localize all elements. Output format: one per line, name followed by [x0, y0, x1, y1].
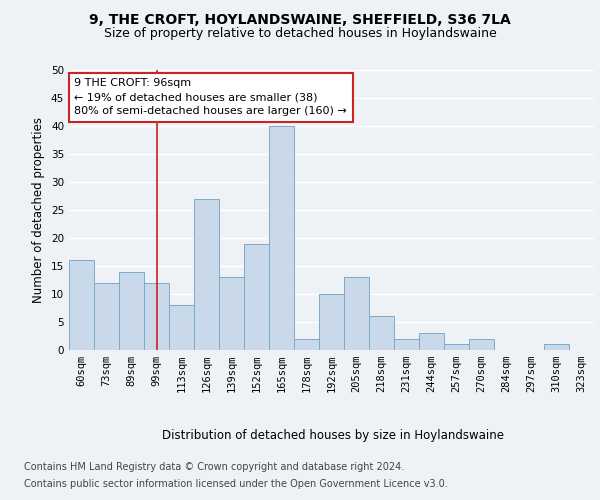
Bar [344, 277, 369, 350]
Bar [319, 294, 344, 350]
Bar [394, 339, 419, 350]
Bar [269, 126, 294, 350]
Bar [219, 277, 244, 350]
Bar [469, 339, 494, 350]
Text: 9 THE CROFT: 96sqm
← 19% of detached houses are smaller (38)
80% of semi-detache: 9 THE CROFT: 96sqm ← 19% of detached hou… [74, 78, 347, 116]
Bar [119, 272, 144, 350]
Text: Size of property relative to detached houses in Hoylandswaine: Size of property relative to detached ho… [104, 28, 496, 40]
Bar [544, 344, 569, 350]
Bar [419, 333, 444, 350]
Bar [244, 244, 269, 350]
Bar [444, 344, 469, 350]
Bar [169, 305, 194, 350]
Text: Distribution of detached houses by size in Hoylandswaine: Distribution of detached houses by size … [162, 428, 504, 442]
Y-axis label: Number of detached properties: Number of detached properties [32, 117, 46, 303]
Text: 9, THE CROFT, HOYLANDSWAINE, SHEFFIELD, S36 7LA: 9, THE CROFT, HOYLANDSWAINE, SHEFFIELD, … [89, 12, 511, 26]
Bar [69, 260, 94, 350]
Text: Contains public sector information licensed under the Open Government Licence v3: Contains public sector information licen… [24, 479, 448, 489]
Bar [294, 339, 319, 350]
Bar [94, 283, 119, 350]
Text: Contains HM Land Registry data © Crown copyright and database right 2024.: Contains HM Land Registry data © Crown c… [24, 462, 404, 472]
Bar [194, 199, 219, 350]
Bar [144, 283, 169, 350]
Bar [369, 316, 394, 350]
